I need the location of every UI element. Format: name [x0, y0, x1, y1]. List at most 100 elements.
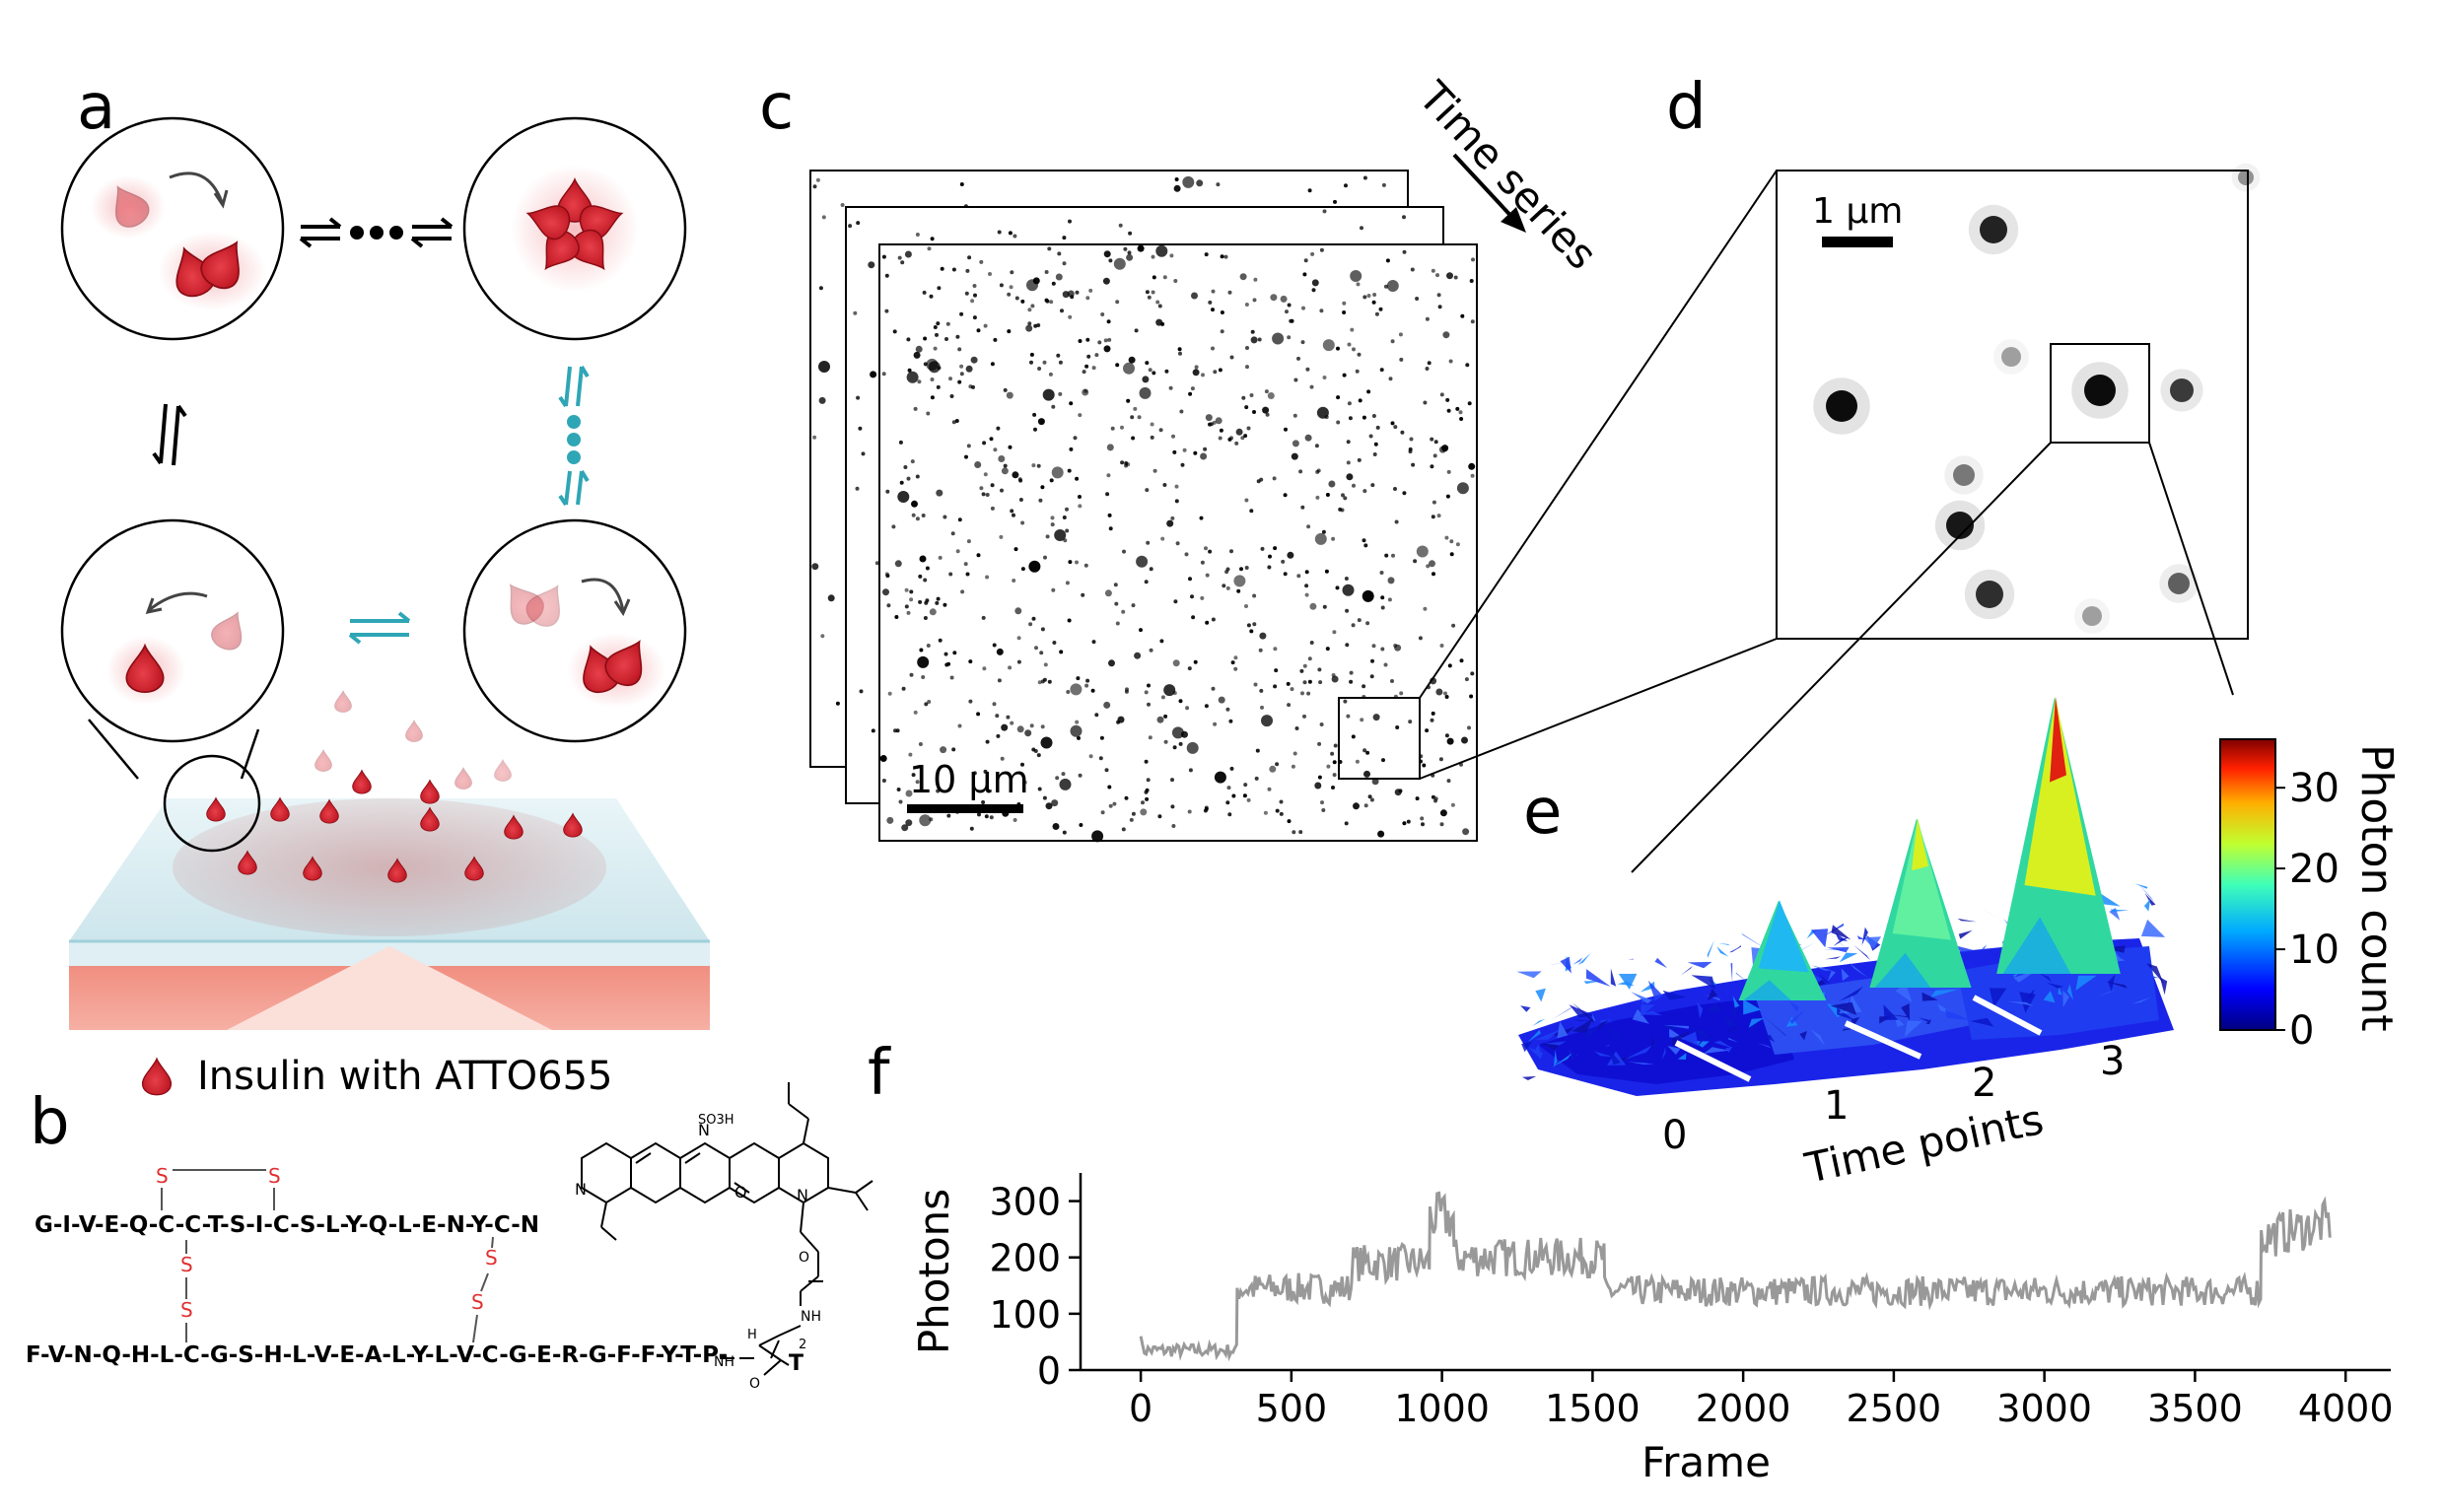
spot [992, 643, 997, 648]
spot [1152, 371, 1156, 376]
spot [1388, 377, 1393, 381]
scalebar-d-label: 1 µm [1812, 191, 1903, 232]
spot [1423, 400, 1428, 405]
spot [1126, 253, 1134, 261]
spot [1449, 552, 1454, 557]
spot [1371, 300, 1376, 305]
spot [897, 255, 902, 260]
spot [1018, 478, 1023, 483]
spot [1390, 339, 1395, 344]
spot [988, 272, 992, 276]
spot [1287, 335, 1292, 340]
surface-facet [1628, 958, 1634, 960]
spot [976, 712, 981, 717]
surface-facet [1849, 962, 1869, 979]
spot [1426, 564, 1431, 569]
spot [881, 372, 886, 377]
spot [891, 524, 896, 529]
spot [1187, 809, 1192, 814]
surface-facet [1572, 957, 1583, 965]
spot [1102, 277, 1110, 285]
spot [1344, 821, 1349, 826]
spot [1190, 594, 1194, 599]
spot [1032, 412, 1037, 417]
spot [1097, 340, 1102, 345]
surface-facet [1560, 956, 1572, 974]
spot [1062, 515, 1067, 519]
spot [1191, 615, 1196, 620]
spot [1346, 440, 1351, 445]
spot [1171, 824, 1176, 828]
spot [1142, 376, 1150, 383]
spot [1099, 735, 1104, 740]
spot [981, 492, 986, 497]
spot [973, 293, 977, 298]
spot [1439, 822, 1444, 827]
peak-base [2002, 917, 2071, 974]
spot [1117, 716, 1125, 723]
spot [997, 678, 1002, 683]
spot [1016, 636, 1021, 641]
spot [1107, 337, 1112, 342]
spot [1030, 304, 1035, 309]
spot [1205, 414, 1213, 422]
spot [1423, 606, 1428, 611]
spot [1104, 768, 1109, 773]
spot [1211, 308, 1215, 312]
equilibrium-arrows-right [558, 365, 590, 507]
spot [971, 384, 975, 389]
spot [1173, 279, 1178, 283]
spot [1155, 244, 1168, 257]
spot [1252, 410, 1256, 414]
spot [1234, 441, 1239, 446]
surface-facet [2159, 977, 2168, 996]
surface-facet [1591, 1012, 1596, 1021]
panel-c: c 10 µm Time series [759, 71, 1607, 843]
spot [1357, 457, 1362, 462]
spot [1091, 830, 1104, 843]
spot [1037, 418, 1045, 426]
spot [1112, 801, 1117, 806]
spot [1014, 607, 1022, 615]
spot [1170, 804, 1175, 809]
spot [1118, 223, 1123, 228]
panel-a: a [60, 71, 710, 1099]
spot [976, 328, 981, 333]
surface-facet [1624, 1045, 1652, 1060]
spot [1307, 679, 1312, 684]
spot [1173, 184, 1181, 192]
surface-facet [1835, 932, 1849, 941]
spot [1218, 368, 1222, 373]
spot [970, 356, 978, 364]
spot [1051, 799, 1059, 807]
spot [1310, 251, 1315, 256]
spot [1204, 704, 1209, 709]
spot [1442, 331, 1450, 339]
peak-base [1874, 952, 1931, 988]
svg-text:S: S [156, 1164, 169, 1188]
spot [1037, 680, 1042, 685]
spot [1372, 293, 1377, 297]
spot [1244, 604, 1248, 608]
spot [1042, 677, 1047, 682]
spot [897, 491, 910, 503]
surface-facet [1647, 980, 1663, 1001]
spot [993, 447, 998, 452]
spot [1305, 367, 1310, 372]
spot [1075, 476, 1080, 481]
spot [1306, 691, 1311, 696]
dimer-circle [462, 518, 687, 743]
spot [1393, 487, 1397, 491]
spot [1028, 622, 1033, 627]
peak-mid [2024, 697, 2096, 896]
spot [1431, 711, 1435, 716]
spot [918, 599, 923, 604]
spot [1317, 741, 1322, 746]
spot [1275, 762, 1280, 767]
spot [1438, 757, 1443, 762]
spot [1033, 749, 1038, 753]
surface-facet [1609, 1050, 1621, 1065]
spot [901, 686, 906, 691]
spot [907, 368, 912, 373]
